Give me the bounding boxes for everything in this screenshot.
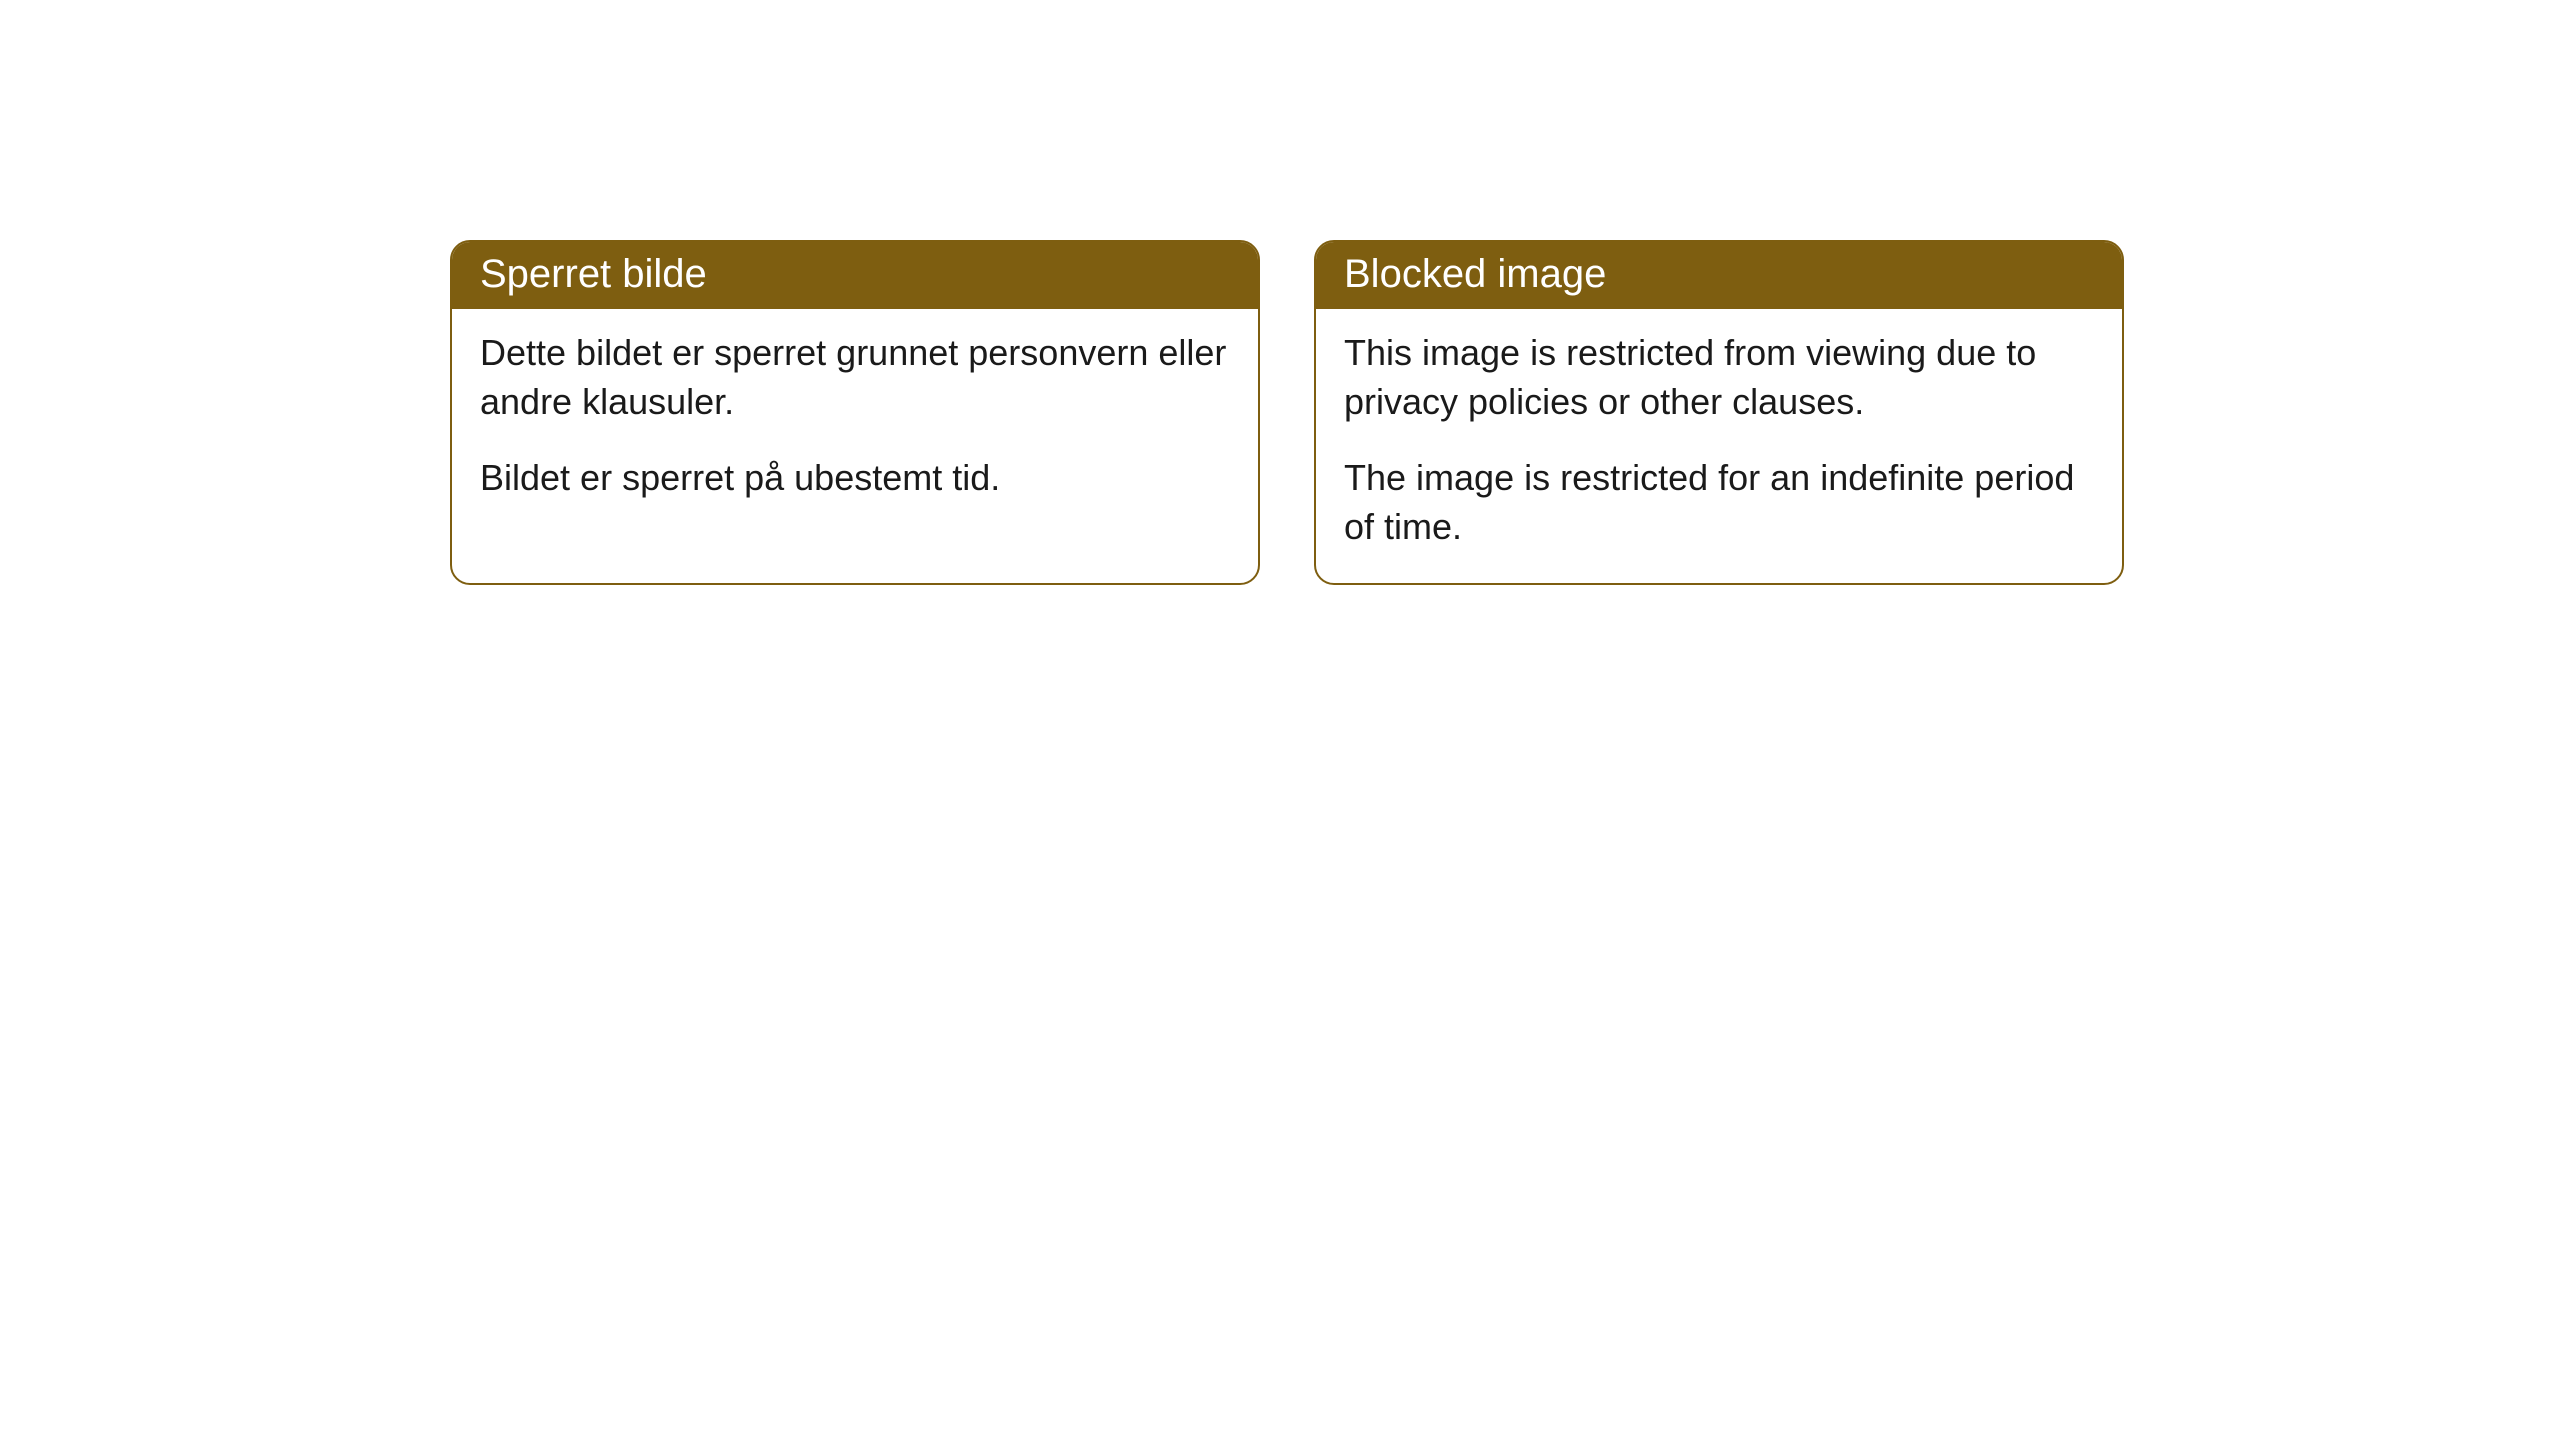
card-paragraph-no-2: Bildet er sperret på ubestemt tid.: [480, 454, 1230, 503]
card-header-no: Sperret bilde: [452, 242, 1258, 309]
card-paragraph-en-1: This image is restricted from viewing du…: [1344, 329, 2094, 426]
card-header-en: Blocked image: [1316, 242, 2122, 309]
card-body-no: Dette bildet er sperret grunnet personve…: [452, 309, 1258, 535]
card-title-no: Sperret bilde: [480, 252, 707, 296]
card-paragraph-no-1: Dette bildet er sperret grunnet personve…: [480, 329, 1230, 426]
blocked-image-card-en: Blocked image This image is restricted f…: [1314, 240, 2124, 585]
blocked-image-card-no: Sperret bilde Dette bildet er sperret gr…: [450, 240, 1260, 585]
card-paragraph-en-2: The image is restricted for an indefinit…: [1344, 454, 2094, 551]
notice-cards-container: Sperret bilde Dette bildet er sperret gr…: [450, 240, 2124, 585]
card-body-en: This image is restricted from viewing du…: [1316, 309, 2122, 583]
card-title-en: Blocked image: [1344, 252, 1606, 296]
